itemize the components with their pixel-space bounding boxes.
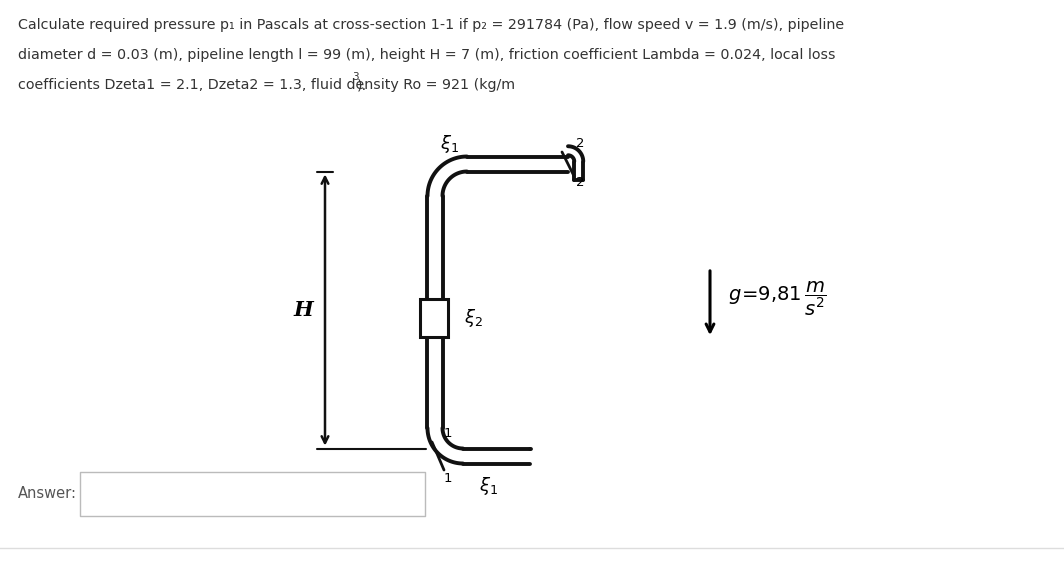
Text: H: H (293, 300, 313, 320)
Text: Answer:: Answer: (18, 487, 77, 502)
Text: 2: 2 (576, 137, 584, 150)
Bar (80, 472, 425, 516)
Text: ).: ). (358, 78, 367, 92)
Text: 3: 3 (352, 72, 359, 82)
Text: $\xi_1$: $\xi_1$ (479, 475, 498, 497)
Text: coefficients Dzeta1 = 2.1, Dzeta2 = 1.3, fluid density Ro = 921 (kg/m: coefficients Dzeta1 = 2.1, Dzeta2 = 1.3,… (18, 78, 515, 92)
Text: $\xi_2$: $\xi_2$ (464, 307, 483, 329)
Text: Calculate required pressure p₁ in Pascals at cross-section 1-1 if p₂ = 291784 (P: Calculate required pressure p₁ in Pascal… (18, 18, 844, 32)
Text: 1: 1 (444, 472, 452, 485)
Bar (420, 299, 448, 337)
Text: $\xi_1$: $\xi_1$ (439, 134, 459, 156)
Text: 1: 1 (444, 427, 452, 440)
Text: diameter d = 0.03 (m), pipeline length l = 99 (m), height H = 7 (m), friction co: diameter d = 0.03 (m), pipeline length l… (18, 48, 835, 62)
Text: $g\!=\!9{,}81\,\dfrac{m}{s^2}$: $g\!=\!9{,}81\,\dfrac{m}{s^2}$ (728, 280, 827, 319)
Text: 2: 2 (576, 176, 584, 189)
